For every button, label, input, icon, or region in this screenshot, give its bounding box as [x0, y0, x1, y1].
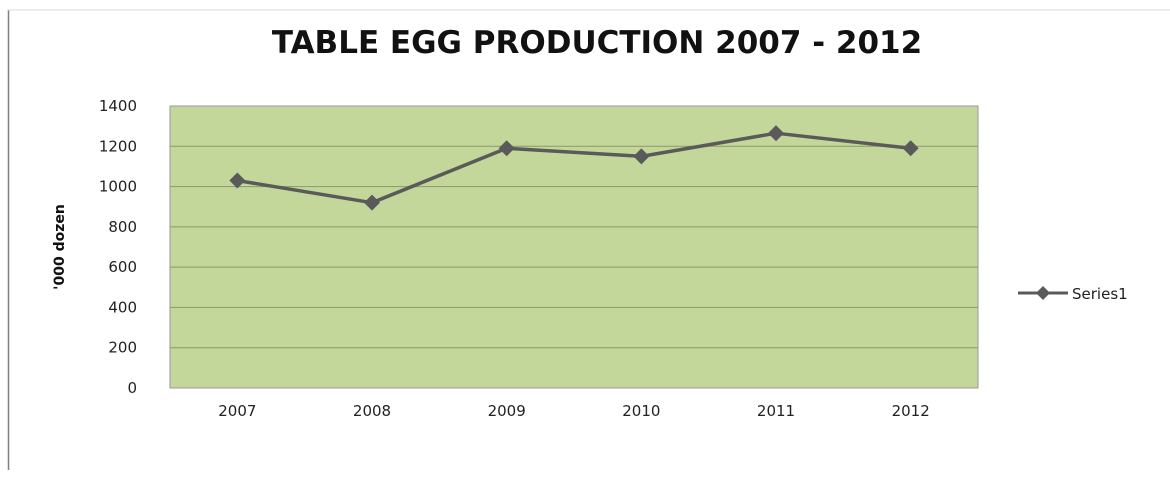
data-point-diamond-icon: [633, 148, 650, 165]
y-axis-label: '000 dozen: [52, 204, 68, 290]
x-tick-label: 2012: [892, 402, 930, 420]
x-tick-label: 2009: [488, 402, 526, 420]
y-tick-label: 0: [127, 379, 137, 397]
gridlines: [170, 145, 978, 349]
chart-title: TABLE EGG PRODUCTION 2007 - 2012: [272, 25, 922, 61]
y-tick-label: 1200: [99, 137, 137, 155]
x-axis-ticks: 2007 2008 2009 2010 2011 2012: [218, 402, 930, 420]
y-tick-label: 200: [108, 339, 137, 357]
x-tick-label: 2007: [218, 402, 256, 420]
data-point-diamond-icon: [498, 140, 515, 157]
data-point-diamond-icon: [364, 194, 380, 211]
series-group: [229, 125, 919, 211]
x-tick-label: 2011: [757, 402, 795, 420]
series-line: [237, 131, 911, 205]
data-point-diamond-icon: [768, 125, 784, 142]
y-tick-label: 400: [108, 298, 137, 316]
y-tick-label: 1400: [99, 97, 137, 115]
plot-area: [169, 105, 979, 389]
x-tick-label: 2010: [622, 402, 660, 420]
legend-diamond-icon: [1036, 286, 1050, 300]
y-tick-label: 1000: [99, 178, 137, 196]
legend-label: Series1: [1072, 285, 1128, 303]
legend: Series1: [1018, 285, 1128, 303]
data-point-diamond-icon: [902, 140, 919, 157]
y-tick-label: 800: [108, 218, 137, 236]
y-tick-label: 600: [108, 258, 137, 276]
y-axis-ticks: 0 200 400 600 800 1000 1200 1400: [99, 97, 137, 397]
data-point-diamond-icon: [229, 172, 246, 189]
x-tick-label: 2008: [353, 402, 391, 420]
